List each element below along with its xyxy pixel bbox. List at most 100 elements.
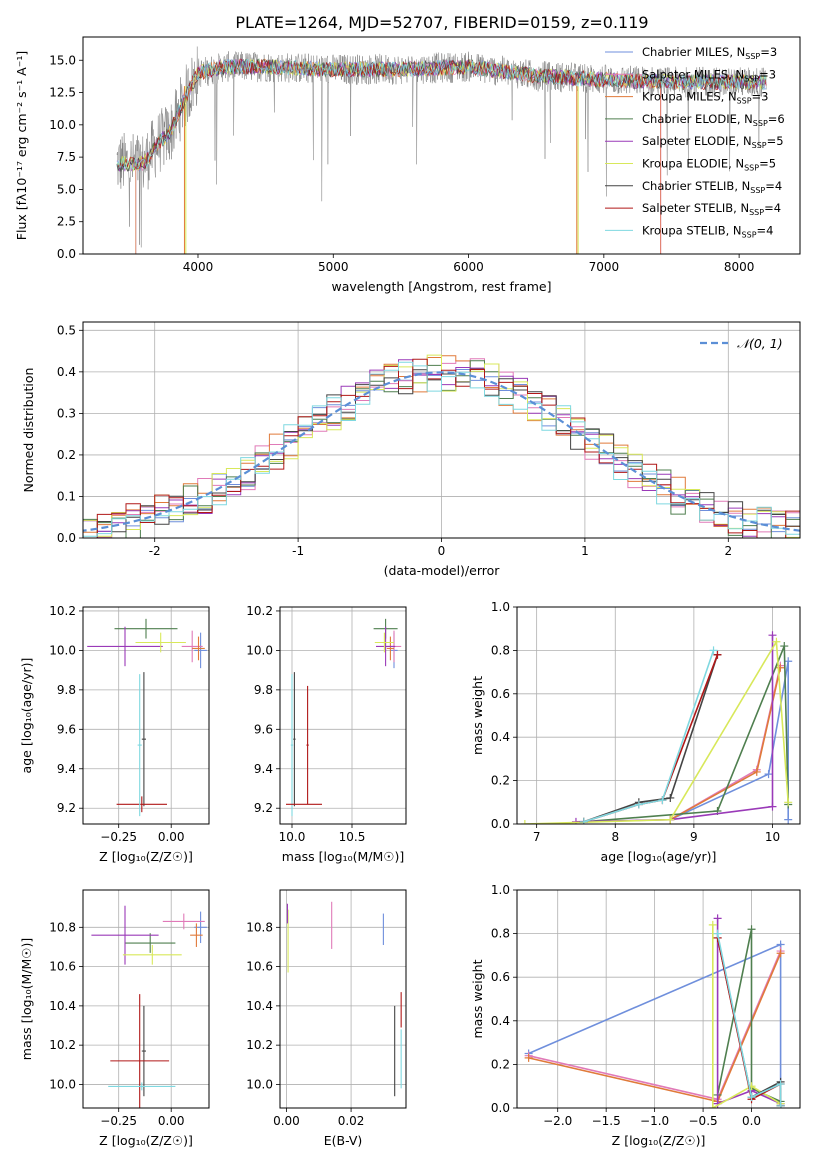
z-weight-ylabel: mass weight <box>470 959 485 1038</box>
ebv-mass-ytick-label: 10.2 <box>246 1038 273 1052</box>
residuals-xtick-label: -2 <box>149 544 161 558</box>
weight-marker <box>772 637 781 646</box>
age-weight-ylabel: mass weight <box>470 676 485 755</box>
age-weight-ytick-label: 0.2 <box>491 774 510 788</box>
z-mass-points <box>91 905 207 1108</box>
age-weight-ytick-label: 0.6 <box>491 687 510 701</box>
z-weight-xtick-label: −2.0 <box>543 1114 572 1128</box>
legend-label-suffix: =3 <box>752 90 769 104</box>
age-weight-xtick-label: 9 <box>690 830 698 844</box>
weight-marker <box>713 914 722 923</box>
residuals-ytick-label: 0.3 <box>57 406 76 420</box>
legend-label-main: Kroupa STELIB, N <box>642 223 742 237</box>
z-age-ytick-label: 9.6 <box>57 722 76 736</box>
weight-marker <box>784 657 793 666</box>
spectrum-xtick-label: 4000 <box>183 260 214 274</box>
ebv-mass-xtick-label: 0.02 <box>338 1114 365 1128</box>
ebv-mass-axes: 0.00 0.02 10.0 10.2 10.4 10.6 10.8 E(B-V) <box>246 890 406 1148</box>
spectrum-ytick-label: 0.0 <box>57 247 76 261</box>
weight-marker <box>666 793 675 802</box>
legend-label: Chabrier STELIB, NSSP=4 <box>642 179 782 195</box>
z-age-xtick-label: 0.00 <box>158 830 185 844</box>
age-weight-xtick-label: 8 <box>611 830 619 844</box>
legend-label-sub: SSP <box>750 186 765 195</box>
residuals-ytick-label: 0.2 <box>57 448 76 462</box>
weight-line <box>575 635 774 823</box>
weight-marker <box>709 646 718 655</box>
mass-age-ytick-label: 10.0 <box>246 643 273 657</box>
residuals-ytick-label: 0.1 <box>57 489 76 503</box>
legend-label: Salpeter ELODIE, NSSP=5 <box>642 134 784 150</box>
plots-layer: 4000 5000 6000 7000 80000.02.55.07.510.012.5… <box>14 36 801 1148</box>
mass-age-axes: 10.0 10.5 9.2 9.4 9.6 9.8 10.0 10.2 mass [log₁₀(… <box>246 604 406 864</box>
gauss-legend-label: 𝒩(0, 1) <box>737 336 783 351</box>
weight-marker <box>713 650 722 659</box>
z-mass-xtick-label: 0.00 <box>158 1114 185 1128</box>
legend-label-suffix: =3 <box>760 45 777 59</box>
ebv-mass-xtick-label: 0.00 <box>273 1114 300 1128</box>
weight-line <box>711 924 782 1108</box>
legend-label: Chabrier ELODIE, NSSP=6 <box>642 112 785 128</box>
weight-marker <box>634 800 643 809</box>
spectrum-frame <box>82 36 801 255</box>
weight-marker <box>776 949 785 958</box>
weight-line <box>669 661 790 821</box>
z-weight-ytick-label: 0.2 <box>491 1057 510 1071</box>
spectrum-ylabel: Flux [fλ10⁻¹⁷ erg cm⁻² s⁻¹ A⁻¹] <box>14 51 29 240</box>
legend-label: Kroupa STELIB, NSSP=4 <box>642 223 773 239</box>
weight-marker <box>520 820 529 824</box>
z-age-xlabel: Z [log₁₀(Z/Z☉)] <box>99 849 193 864</box>
z-age-ylabel: age [log₁₀(age/yr)] <box>19 658 34 774</box>
spectrum-xtick-label: 7000 <box>589 260 620 274</box>
age-weight-xlabel: age [log₁₀(age/yr)] <box>601 849 717 864</box>
weight-marker <box>768 802 777 811</box>
legend-label: Kroupa ELODIE, NSSP=5 <box>642 157 776 173</box>
mass-age-ytick-label: 9.6 <box>254 722 273 736</box>
age-weight-frame <box>516 606 801 825</box>
weight-line <box>583 654 719 823</box>
age-weight-xtick-label: 10 <box>765 830 780 844</box>
legend-label-main: Chabrier ELODIE, N <box>642 112 753 126</box>
weight-marker <box>524 1053 533 1062</box>
legend-label-sub: SSP <box>744 164 759 173</box>
z-weight-ytick-label: 0.0 <box>491 1101 510 1115</box>
z-age-ytick-label: 10.2 <box>49 604 76 618</box>
residuals-ytick-label: 0.0 <box>57 531 76 545</box>
legend-label-sub: SSP <box>752 141 767 150</box>
histogram-step <box>83 354 800 538</box>
weight-marker <box>780 642 789 651</box>
z-age-ytick-label: 9.2 <box>57 801 76 815</box>
spectrum-axes: 4000 5000 6000 7000 8000 0.0 2.5 5.0 7.5 10.0 12.5… <box>14 51 754 294</box>
weight-line <box>669 667 782 821</box>
mass-age-xlabel: mass [log₁₀(M/M☉)] <box>282 849 404 864</box>
z-weight-ytick-label: 0.6 <box>491 970 510 984</box>
legend-label: Salpeter MILES, NSSP=3 <box>642 67 776 83</box>
model-line <box>116 58 767 171</box>
mass-age-xtick-label: 10.5 <box>339 830 366 844</box>
z-weight-xtick-label: −1.5 <box>592 1114 621 1128</box>
spectrum-xtick-label: 8000 <box>724 260 755 274</box>
spectrum-ytick-label: 12.5 <box>49 86 76 100</box>
legend-label-main: Salpeter ELODIE, N <box>642 134 752 148</box>
model-line <box>116 59 767 170</box>
spectrum-ytick-label: 7.5 <box>57 150 76 164</box>
legend-label-main: Kroupa MILES, N <box>642 90 737 104</box>
z-mass-frame <box>82 889 210 1109</box>
z-mass-axes: −0.25 0.00 10.0 10.2 10.4 10.6 10.8 Z [log₁₀(Z/… <box>19 890 209 1148</box>
spectrum-xtick-label: 5000 <box>318 260 349 274</box>
mass-age-ytick-label: 10.2 <box>246 604 273 618</box>
spectrum-ytick-label: 15.0 <box>49 53 76 67</box>
spectrum-xtick-label: 6000 <box>453 260 484 274</box>
z-weight-xtick-label: 0.0 <box>742 1114 761 1128</box>
weight-marker <box>708 1104 717 1108</box>
ebv-mass-xlabel: E(B-V) <box>324 1133 363 1148</box>
spectrum-xlabel: wavelength [Angstrom, rest frame] <box>331 279 551 294</box>
mass-age-points <box>286 618 402 817</box>
legend-label-sub: SSP <box>745 52 760 61</box>
weight-marker <box>768 631 777 640</box>
weight-marker <box>658 796 667 805</box>
z-age-ytick-label: 10.0 <box>49 643 76 657</box>
legend-label-sub: SSP <box>742 230 757 239</box>
